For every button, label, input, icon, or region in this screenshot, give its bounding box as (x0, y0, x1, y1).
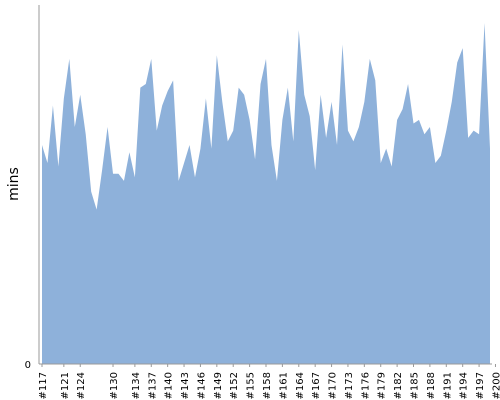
x-tick-label: #143 (180, 372, 191, 399)
x-tick-label: #155 (246, 372, 257, 399)
y-tick-label-0: 0 (25, 360, 31, 371)
x-tick-label: #185 (410, 372, 421, 399)
x-tick-label: #117 (38, 372, 49, 399)
x-tick-label: #158 (262, 372, 273, 399)
x-tick-label: #194 (459, 372, 470, 399)
x-tick-label: #170 (328, 372, 339, 399)
x-tick-label: #176 (360, 372, 371, 399)
x-tick-label: #140 (164, 372, 175, 399)
series-area (42, 22, 490, 364)
x-tick-label: #149 (213, 372, 224, 399)
x-tick-label: #164 (295, 372, 306, 399)
x-tick-label: #200 (491, 372, 500, 399)
x-tick-label: #121 (60, 372, 71, 399)
x-tick-label: #130 (109, 372, 120, 399)
x-tick-label: #137 (147, 372, 158, 399)
y-axis-label: mins (6, 167, 22, 201)
x-tick-label: #182 (393, 372, 404, 399)
x-tick-label: #146 (196, 372, 207, 399)
x-tick-label: #191 (442, 372, 453, 399)
x-tick-label: #167 (311, 372, 322, 399)
x-tick-label: #173 (344, 372, 355, 399)
x-tick-label: #179 (377, 372, 388, 399)
x-tick-label: #161 (278, 372, 289, 399)
x-tick-label: #134 (131, 372, 142, 399)
x-tick-label: #197 (475, 372, 486, 399)
x-tick-label: #124 (76, 372, 87, 399)
x-tick-label: #188 (426, 372, 437, 399)
x-tick-label: #152 (229, 372, 240, 399)
